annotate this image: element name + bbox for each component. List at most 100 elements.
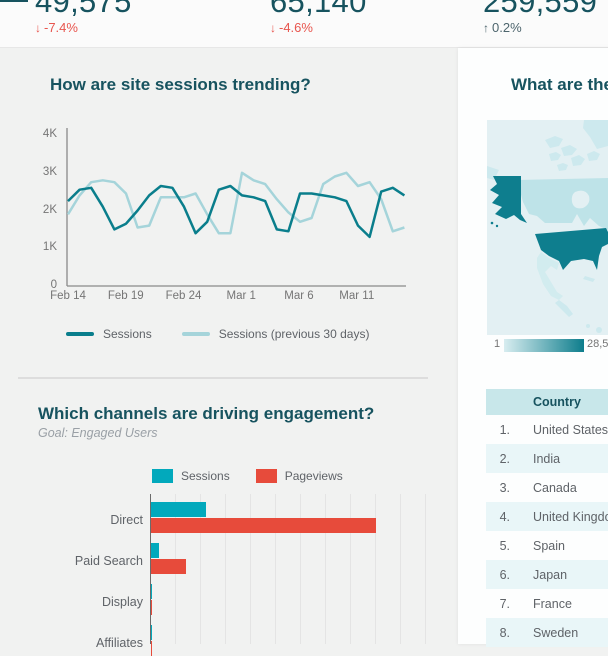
bar-category-label: Paid Search: [74, 554, 143, 568]
x-axis-tick: Feb 19: [107, 290, 144, 302]
map-chart-title: What are the: [511, 75, 608, 94]
sessions-line: [67, 184, 406, 239]
row-country: Spain: [533, 538, 565, 553]
x-axis-tick: Mar 1: [226, 290, 256, 302]
row-country: France: [533, 596, 572, 611]
table-row[interactable]: 7. France: [486, 589, 608, 618]
channels-chart-subtitle: Goal: Engaged Users: [38, 426, 158, 440]
sessions-line-chart[interactable]: 4K 3K 2K 1K 0 Feb 14 Feb 19 Feb 24 Mar 1 Mar 6 Mar…: [30, 126, 442, 312]
y-axis-tick: 1K: [42, 241, 57, 254]
table-row[interactable]: 2. India: [486, 444, 608, 473]
delta-value: 0.2%: [492, 20, 522, 35]
row-country: Japan: [533, 567, 568, 582]
delta-value: -4.6%: [279, 20, 313, 35]
country-table-header: Country: [486, 389, 608, 415]
scorecard-value: 49,575: [35, 0, 132, 19]
y-axis-tick: 2K: [42, 203, 57, 216]
map-region-cuba: [583, 276, 595, 282]
scorecard-delta: ↓ -4.6%: [270, 20, 367, 35]
country-table: Country 1. United States 2. India 3. Canada 4.…: [486, 389, 608, 647]
table-row[interactable]: 1. United States: [486, 415, 608, 444]
previous-sessions-line-swatch-icon: [181, 332, 210, 336]
map-arctic-island: [561, 145, 577, 156]
table-row[interactable]: 4. United Kingdom: [486, 502, 608, 531]
pageviews-bar[interactable]: [151, 641, 152, 656]
pageviews-bar[interactable]: [151, 559, 186, 574]
map-arctic-island: [549, 152, 561, 161]
geo-map[interactable]: [487, 120, 608, 335]
map-arctic-island: [571, 155, 585, 166]
x-axis-tick: Mar 6: [284, 290, 314, 302]
map-legend-gradient: [504, 339, 584, 352]
row-country: United States: [533, 422, 608, 437]
channels-bar-chart[interactable]: Direct Paid Search Display Affiliates: [38, 494, 437, 656]
delta-value: -7.4%: [44, 20, 78, 35]
legend-item-pageviews[interactable]: Pageviews: [255, 469, 343, 483]
pageviews-bar[interactable]: [151, 600, 153, 615]
delta-up-arrow-icon: ↑: [483, 20, 489, 35]
sessions-bar[interactable]: [151, 502, 206, 517]
legend-item-sessions[interactable]: Sessions: [152, 469, 230, 483]
map-legend-min: 1: [494, 338, 501, 350]
map-region-united-states[interactable]: [535, 228, 608, 270]
sessions-bar[interactable]: [151, 543, 159, 558]
bar-category-label: Affiliates: [95, 636, 143, 650]
scorecard-delta: ↓ -7.4%: [35, 20, 132, 35]
legend-item-sessions[interactable]: Sessions: [66, 327, 152, 341]
map-arctic-island: [545, 136, 563, 148]
row-rank: 2.: [499, 451, 510, 466]
table-row[interactable]: 5. Spain: [486, 531, 608, 560]
scorecard-value: 259,559: [483, 0, 598, 19]
row-rank: 4.: [499, 509, 510, 524]
row-country: United Kingdom: [533, 509, 608, 524]
x-axis-tick: Feb 14: [50, 290, 86, 302]
sessions-chart-title: How are site sessions trending?: [50, 75, 311, 94]
channels-chart-title: Which channels are driving engagement?: [38, 404, 375, 423]
scorecard: 259,559 ↑ 0.2%: [483, 0, 597, 35]
scorecard: 49,575 ↓ -7.4%: [35, 0, 132, 35]
pageviews-bar[interactable]: [151, 518, 376, 533]
row-rank: 6.: [499, 567, 510, 582]
map-arctic-island: [557, 163, 568, 171]
scorecard-delta: ↑ 0.2%: [483, 20, 597, 35]
sessions-line-swatch-icon: [66, 332, 94, 336]
delta-down-arrow-icon: ↓: [270, 20, 276, 35]
previous-sessions-line: [66, 171, 405, 235]
pageviews-bar-swatch-icon: [255, 469, 277, 483]
map-arctic-island: [587, 151, 600, 161]
map-region-siberia: [487, 166, 499, 180]
country-column-header: Country: [533, 395, 581, 409]
map-region-central-america: [555, 300, 573, 317]
map-region-alaska[interactable]: [490, 176, 527, 223]
map-aleutian-island: [495, 224, 499, 228]
map-region-canada[interactable]: [517, 178, 608, 230]
section-divider: [18, 377, 428, 379]
line-chart-canvas: [66, 128, 406, 287]
table-row[interactable]: 3. Canada: [486, 473, 608, 502]
row-rank: 3.: [499, 480, 510, 495]
bar-chart-plot-area: [150, 494, 437, 656]
map-island: [586, 324, 590, 328]
line-chart-legend: Sessions Sessions (previous 30 days): [66, 327, 369, 341]
y-axis-tick: 4K: [42, 128, 57, 140]
row-country: Canada: [533, 480, 577, 495]
scorecard: 65,140 ↓ -4.6%: [270, 0, 367, 35]
y-axis-tick: 0: [50, 279, 57, 291]
legend-label: Sessions: [181, 469, 230, 483]
bar-chart-legend: Sessions Pageviews: [152, 469, 343, 483]
table-row[interactable]: 8. Sweden: [486, 618, 608, 647]
row-rank: 8.: [499, 625, 510, 640]
scorecard-bar: 49,575 ↓ -7.4% 65,140 ↓ -4.6% 259,559 ↑ 0.2%: [0, 0, 608, 48]
row-rank: 5.: [499, 538, 510, 553]
y-axis-tick: 3K: [42, 165, 57, 178]
legend-item-previous-sessions[interactable]: Sessions (previous 30 days): [181, 327, 369, 341]
map-legend-max: 28,5: [587, 338, 608, 350]
table-row[interactable]: 6. Japan: [486, 560, 608, 589]
sessions-bar[interactable]: [151, 584, 153, 599]
sessions-bar-swatch-icon: [152, 469, 173, 483]
x-axis-tick: Mar 11: [339, 290, 375, 302]
sessions-bar[interactable]: [151, 625, 152, 640]
row-country: India: [533, 451, 561, 466]
map-ocean: [487, 120, 608, 335]
map-region-mexico[interactable]: [537, 252, 563, 300]
